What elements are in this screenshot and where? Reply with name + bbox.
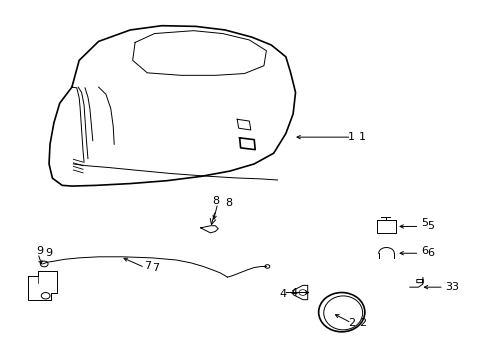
Text: 1: 1 [358,132,365,142]
Text: 2: 2 [358,318,365,328]
Text: 2: 2 [347,318,354,328]
Text: 9: 9 [45,248,52,258]
Text: 6: 6 [420,247,427,256]
Text: 3: 3 [450,282,457,292]
Text: 1: 1 [347,132,354,142]
Text: 8: 8 [211,197,219,206]
Text: 4: 4 [290,288,297,297]
Text: 5: 5 [426,221,433,231]
Text: 7: 7 [143,261,150,271]
Text: 4: 4 [279,289,286,299]
Text: 6: 6 [426,248,433,258]
Text: 5: 5 [420,218,427,228]
Text: 7: 7 [152,262,159,273]
Text: 8: 8 [224,198,232,208]
Text: 3: 3 [444,282,451,292]
Text: 9: 9 [37,247,44,256]
